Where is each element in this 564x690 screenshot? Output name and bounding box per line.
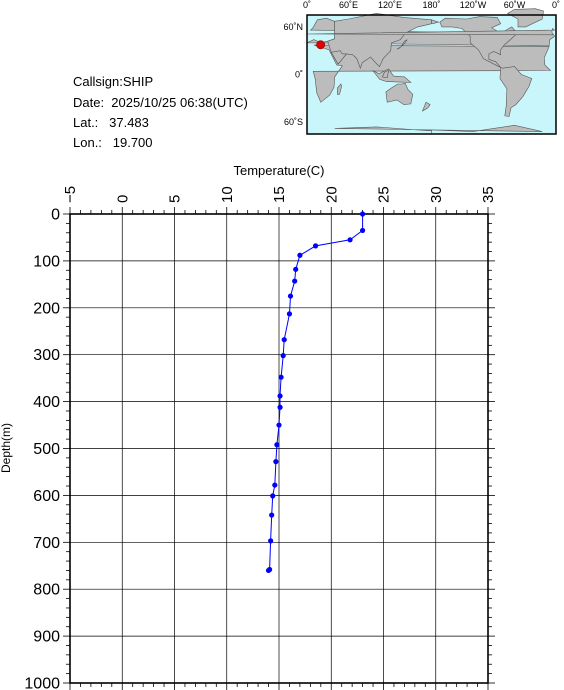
map-top-tick-label: 120˚E — [378, 0, 402, 10]
map-top-tick-label: 120˚W — [460, 0, 487, 10]
y-tick-label: 800 — [33, 582, 60, 599]
y-tick-label: 0 — [51, 207, 60, 224]
y-axis-title: Depth(m) — [0, 423, 13, 473]
y-tick-label: 900 — [33, 629, 60, 646]
data-point — [286, 311, 293, 317]
y-tick-label: 600 — [33, 488, 60, 505]
y-tick-label: 100 — [33, 253, 60, 270]
map-chukotka — [431, 19, 440, 25]
x-tick-label: 10 — [219, 186, 236, 203]
x-axis-title: Temperature(C) — [233, 163, 324, 178]
plot-frame — [69, 213, 489, 684]
data-point — [269, 512, 275, 518]
world-map: 0˚ 60˚E 120˚E 180˚ 120˚W 60˚W 0˚ 60˚N 0˚ 60˚S — [283, 0, 560, 135]
map-left-tick-label: 0˚ — [295, 70, 303, 80]
profile-plot: −5 0 5 10 15 20 25 30 35010020030040050060070080… — [0, 163, 497, 690]
y-tick-label: 500 — [33, 441, 60, 458]
data-point — [278, 374, 284, 380]
latitude-label: Lat.: 37.483 — [73, 115, 149, 130]
map-top-tick-label: 60˚E — [339, 0, 358, 10]
data-point — [265, 567, 272, 574]
data-point — [287, 293, 294, 299]
map-uk — [307, 27, 556, 36]
map-top-tick-label: 0˚ — [303, 0, 311, 10]
map-south-america — [499, 66, 533, 117]
data-point — [281, 337, 287, 343]
x-tick-label: 15 — [271, 186, 288, 203]
data-point — [273, 459, 279, 465]
y-tick-label: 1000 — [24, 676, 60, 690]
x-tick-label: 25 — [376, 186, 393, 203]
map-greenland — [506, 8, 544, 28]
x-tick-label: 35 — [480, 186, 497, 203]
x-tick-label: 30 — [428, 186, 445, 203]
map-newzealand — [421, 101, 431, 112]
map-arabia — [330, 50, 348, 65]
y-tick-label: 200 — [33, 300, 60, 317]
map-sea-asia — [372, 68, 412, 83]
data-point — [268, 538, 274, 544]
callsign-label: Callsign:SHIP — [73, 74, 154, 89]
map-top-tick-label: 60˚W — [504, 0, 526, 10]
longitude-label: Lon.: 19.700 — [73, 135, 153, 150]
date-label: Date: 2025/10/25 06:38(UTC) — [73, 95, 248, 110]
x-tick-label: 5 — [167, 195, 184, 203]
map-left-tick-label: 60˚N — [283, 22, 303, 32]
data-point — [272, 482, 278, 488]
x-tick-label: −5 — [62, 186, 79, 203]
map-left-tick-label: 60˚S — [284, 117, 303, 127]
map-frame — [306, 14, 557, 135]
map-top-tick-label: 0˚ — [552, 0, 560, 10]
data-point — [277, 404, 283, 410]
station-marker — [316, 40, 326, 50]
data-point — [360, 211, 366, 217]
x-tick-label: 20 — [323, 186, 340, 203]
map-australia — [385, 82, 414, 105]
x-tick-label: 0 — [114, 195, 131, 203]
map-top-tick-label: 180˚ — [422, 0, 440, 10]
data-point — [347, 237, 353, 243]
data-point — [276, 422, 282, 428]
data-point — [360, 227, 366, 234]
data-point — [280, 353, 286, 359]
map-antarctica — [334, 124, 543, 134]
data-point — [270, 493, 276, 499]
y-tick-label: 700 — [33, 535, 60, 552]
map-japan — [396, 39, 408, 50]
map-north-america — [439, 16, 518, 68]
y-tick-label: 400 — [33, 394, 60, 411]
data-point — [297, 252, 303, 258]
data-point — [293, 266, 299, 272]
map-indonesia-borneo — [381, 70, 389, 79]
y-tick-label: 300 — [33, 347, 60, 364]
data-point — [274, 442, 280, 448]
data-point — [292, 278, 298, 284]
data-point — [277, 393, 283, 399]
map-madagascar — [337, 83, 342, 95]
data-point — [312, 243, 319, 249]
map-asia — [327, 13, 432, 70]
